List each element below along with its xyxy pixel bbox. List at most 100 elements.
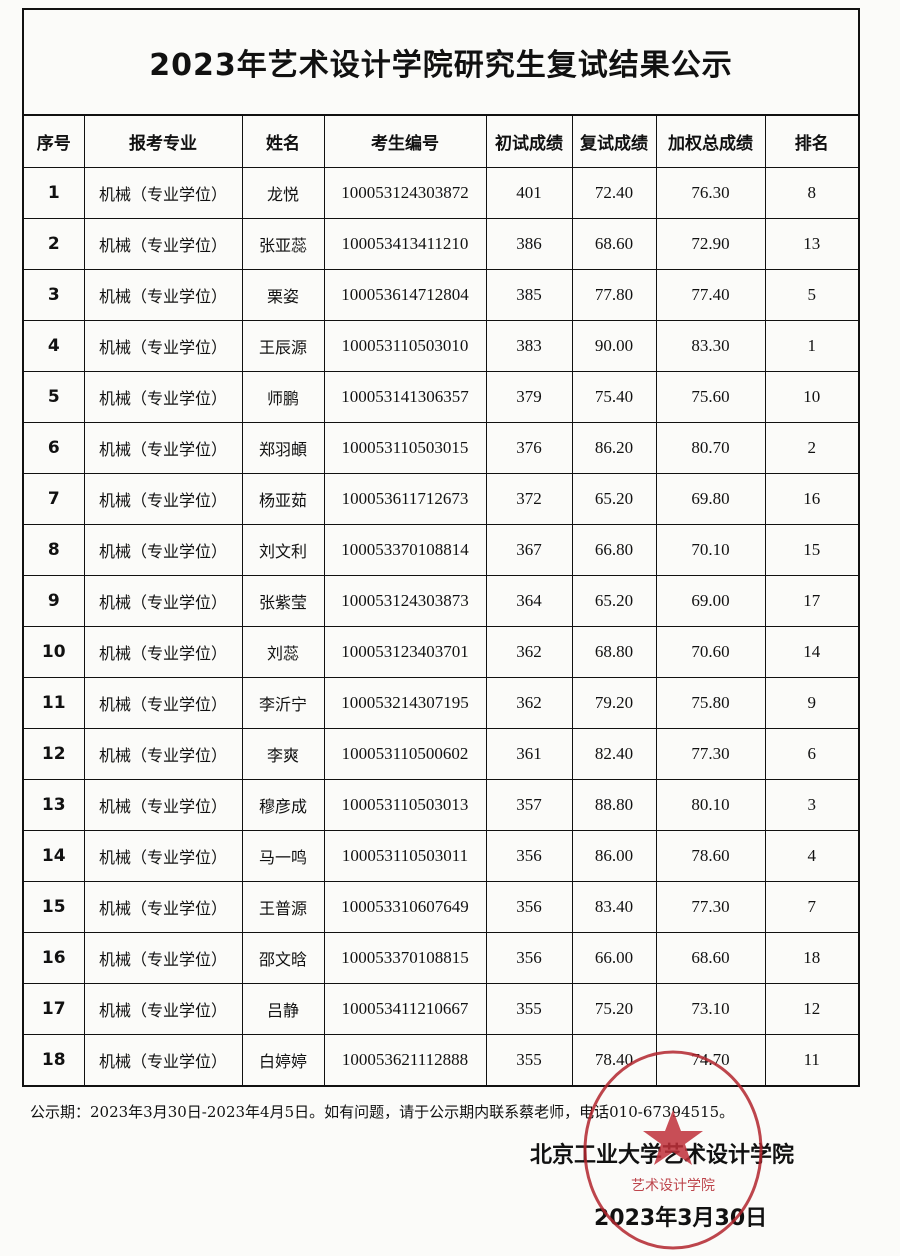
name-cell: 李沂宁 — [241, 677, 325, 729]
candidate-id-cell: 100053124303873 — [323, 575, 487, 627]
weighted-total-cell: 68.60 — [655, 932, 766, 984]
weighted-total-cell: 75.60 — [655, 371, 766, 423]
major-cell: 机械（专业学位） — [83, 218, 243, 270]
rank-cell: 15 — [764, 524, 858, 576]
retest-score-cell: 66.80 — [571, 524, 657, 576]
weighted-total-cell: 75.80 — [655, 677, 766, 729]
initial-score-cell: 376 — [485, 422, 573, 474]
rank-cell: 1 — [764, 320, 858, 372]
seq-cell: 7 — [24, 473, 85, 525]
weighted-total-cell: 77.40 — [655, 269, 766, 321]
rank-cell: 3 — [764, 779, 858, 831]
seal-text: 艺术设计学院 — [631, 1178, 715, 1194]
column-header: 考生编号 — [323, 116, 487, 168]
weighted-total-cell: 69.80 — [655, 473, 766, 525]
column-header: 排名 — [764, 116, 858, 168]
name-cell: 李爽 — [241, 728, 325, 780]
table-row: 17 机械（专业学位） 吕静 100053411210667 355 75.20 73.10… — [24, 983, 858, 1035]
retest-score-cell: 86.00 — [571, 830, 657, 882]
seq-cell: 6 — [24, 422, 85, 474]
rank-cell: 16 — [764, 473, 858, 525]
table-row: 18 机械（专业学位） 白婷婷 100053621112888 355 78.40 74.7… — [24, 1034, 858, 1085]
candidate-id-cell: 100053413411210 — [323, 218, 487, 270]
candidate-id-cell: 100053110503010 — [323, 320, 487, 372]
column-header: 序号 — [24, 116, 85, 168]
rank-cell: 4 — [764, 830, 858, 882]
major-cell: 机械（专业学位） — [83, 932, 243, 984]
name-cell: 张亚蕊 — [241, 218, 325, 270]
major-cell: 机械（专业学位） — [83, 575, 243, 627]
seq-cell: 14 — [24, 830, 85, 882]
retest-score-cell: 77.80 — [571, 269, 657, 321]
table-row: 16 机械（专业学位） 邵文晗 100053370108815 356 66.00 68.6… — [24, 932, 858, 984]
initial-score-cell: 361 — [485, 728, 573, 780]
retest-score-cell: 68.80 — [571, 626, 657, 678]
retest-score-cell: 68.60 — [571, 218, 657, 270]
major-cell: 机械（专业学位） — [83, 473, 243, 525]
weighted-total-cell: 74.70 — [655, 1034, 766, 1085]
name-cell: 马一鸣 — [241, 830, 325, 882]
rank-cell: 2 — [764, 422, 858, 474]
initial-score-cell: 356 — [485, 932, 573, 984]
initial-score-cell: 356 — [485, 881, 573, 933]
retest-score-cell: 82.40 — [571, 728, 657, 780]
major-cell: 机械（专业学位） — [83, 728, 243, 780]
weighted-total-cell: 80.10 — [655, 779, 766, 831]
table-row: 4 机械（专业学位） 王辰源 100053110503010 383 90.00 83.30… — [24, 320, 858, 372]
seq-cell: 16 — [24, 932, 85, 984]
major-cell: 机械（专业学位） — [83, 779, 243, 831]
name-cell: 白婷婷 — [241, 1034, 325, 1085]
candidate-id-cell: 100053621112888 — [323, 1034, 487, 1085]
major-cell: 机械（专业学位） — [83, 881, 243, 933]
table-row: 9 机械（专业学位） 张紫莹 100053124303873 364 65.20 69.00… — [24, 575, 858, 627]
major-cell: 机械（专业学位） — [83, 677, 243, 729]
seq-cell: 1 — [24, 167, 85, 219]
name-cell: 穆彦成 — [241, 779, 325, 831]
seq-cell: 5 — [24, 371, 85, 423]
candidate-id-cell: 100053110500602 — [323, 728, 487, 780]
rank-cell: 11 — [764, 1034, 858, 1085]
table-row: 2 机械（专业学位） 张亚蕊 100053413411210 386 68.60 72.90… — [24, 218, 858, 270]
retest-score-cell: 86.20 — [571, 422, 657, 474]
rank-cell: 7 — [764, 881, 858, 933]
candidate-id-cell: 100053614712804 — [323, 269, 487, 321]
retest-score-cell: 79.20 — [571, 677, 657, 729]
initial-score-cell: 385 — [485, 269, 573, 321]
results-table: 序号 报考专业 姓名 考生编号 初试成绩 复试成绩 加权总成绩 排名 1 机械（专业学位） 龙悦 1… — [24, 116, 858, 1085]
rank-cell: 12 — [764, 983, 858, 1035]
seq-cell: 2 — [24, 218, 85, 270]
initial-score-cell: 362 — [485, 626, 573, 678]
table-row: 13 机械（专业学位） 穆彦成 100053110503013 357 88.80 80.1… — [24, 779, 858, 831]
name-cell: 王普源 — [241, 881, 325, 933]
initial-score-cell: 379 — [485, 371, 573, 423]
retest-score-cell: 88.80 — [571, 779, 657, 831]
table-header-row: 序号 报考专业 姓名 考生编号 初试成绩 复试成绩 加权总成绩 排名 — [24, 116, 858, 168]
table-row: 14 机械（专业学位） 马一鸣 100053110503011 356 86.00 78.6… — [24, 830, 858, 882]
results-sheet: 2023年艺术设计学院研究生复试结果公示 序号 报考专业 姓名 考生编号 初试成绩 复试成… — [22, 8, 860, 1087]
weighted-total-cell: 83.30 — [655, 320, 766, 372]
table-row: 6 机械（专业学位） 郑羽頔 100053110503015 376 86.20 80.70… — [24, 422, 858, 474]
retest-score-cell: 65.20 — [571, 575, 657, 627]
table-row: 5 机械（专业学位） 师鹏 100053141306357 379 75.40 75.60 1… — [24, 371, 858, 423]
seq-cell: 12 — [24, 728, 85, 780]
table-row: 11 机械（专业学位） 李沂宁 100053214307195 362 79.20 75.8… — [24, 677, 858, 729]
column-header: 初试成绩 — [485, 116, 573, 168]
major-cell: 机械（专业学位） — [83, 371, 243, 423]
retest-score-cell: 75.40 — [571, 371, 657, 423]
candidate-id-cell: 100053370108814 — [323, 524, 487, 576]
name-cell: 杨亚茹 — [241, 473, 325, 525]
initial-score-cell: 364 — [485, 575, 573, 627]
seq-cell: 13 — [24, 779, 85, 831]
name-cell: 郑羽頔 — [241, 422, 325, 474]
rank-cell: 6 — [764, 728, 858, 780]
weighted-total-cell: 78.60 — [655, 830, 766, 882]
publicity-note: 公示期：2023年3月30日-2023年4月5日。如有问题，请于公示期内联系蔡老… — [30, 1103, 735, 1121]
major-cell: 机械（专业学位） — [83, 626, 243, 678]
rank-cell: 5 — [764, 269, 858, 321]
initial-score-cell: 367 — [485, 524, 573, 576]
major-cell: 机械（专业学位） — [83, 830, 243, 882]
name-cell: 栗姿 — [241, 269, 325, 321]
retest-score-cell: 72.40 — [571, 167, 657, 219]
major-cell: 机械（专业学位） — [83, 320, 243, 372]
name-cell: 刘蕊 — [241, 626, 325, 678]
